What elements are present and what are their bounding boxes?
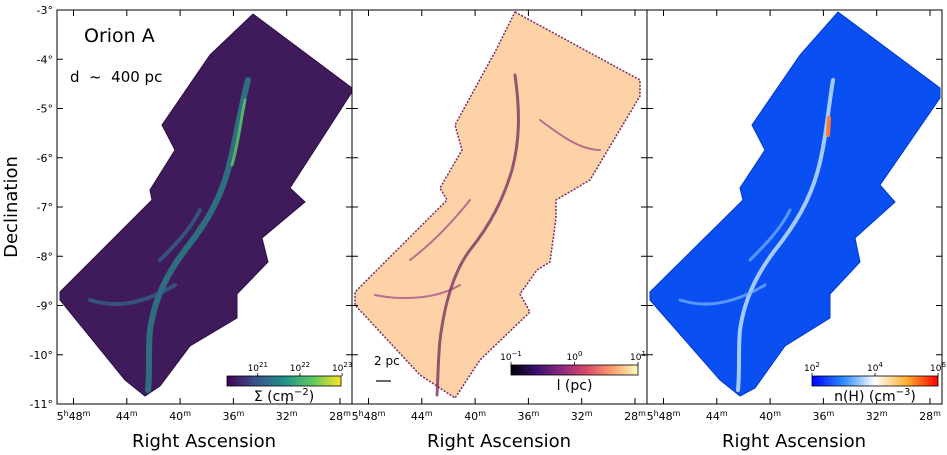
x-tick-label: 5h48m (352, 409, 386, 423)
x-tick-label: 36m (518, 409, 540, 423)
panel-1-sigma-map (59, 13, 352, 397)
x-tick-label: 44m (706, 409, 728, 423)
x-axis-title-panel-1: Right Ascension (132, 431, 276, 452)
colorbar-tick-label: 1021 (248, 361, 268, 374)
filament-panel-1 (145, 77, 251, 393)
x-tick-label: 44m (411, 409, 433, 423)
y-tick-label: -8° (37, 250, 53, 263)
filament-core-panel-1 (230, 98, 247, 167)
x-tick-label: 5h48m (647, 409, 681, 423)
y-tick-label: -10° (30, 349, 53, 362)
x-tick-label: 36m (813, 409, 835, 423)
colorbar-tick-label: 1022 (290, 361, 310, 374)
x-axis-title-panel-2: Right Ascension (427, 431, 571, 452)
colorbar-label-1: Σ (cm−2) (254, 387, 314, 405)
x-axis-title-panel-3: Right Ascension (722, 431, 866, 452)
y-tick-label: -3° (37, 4, 53, 17)
colorbar-3 (811, 375, 939, 387)
colorbar-1 (226, 375, 342, 387)
x-tick-label: 40m (464, 409, 486, 423)
x-tick-label: 28m (624, 409, 646, 423)
y-tick-label: -4° (37, 53, 53, 66)
colorbar-tick-label: 104 (867, 361, 883, 374)
y-tick-label: -7° (37, 201, 53, 214)
x-tick-label: 36m (223, 409, 245, 423)
colorbar-tick-label: 100 (567, 350, 583, 363)
y-tick-label: -9° (37, 300, 53, 313)
scalebar-label: 2 pc (374, 354, 400, 368)
y-tick-label: -6° (37, 152, 53, 165)
x-tick-label: 40m (169, 409, 191, 423)
y-axis-title: Declination (1, 156, 22, 258)
y-tick-label: -5° (37, 103, 53, 116)
filament-panel-2 (435, 73, 520, 397)
panel-3-density-map (649, 11, 941, 397)
colorbar-label-2: l (pc) (557, 378, 593, 394)
tick-marks (57, 9, 942, 405)
x-tick-label: 44m (116, 409, 138, 423)
map-region-panel-3 (649, 11, 941, 397)
filament-branch-panel-1 (88, 208, 202, 307)
colorbar-tick-label: 1023 (332, 361, 352, 374)
colorbar-2 (510, 364, 639, 376)
x-tick-labels: 5h48m 44m 40m 36m 32m 28m 5h48m 44m 40m 36m 32m 28m… (57, 409, 942, 423)
y-tick-label: -11° (30, 398, 53, 411)
y-tick-labels: -3° -4° -5° -6° -7° -8° -9° -10° -11° (30, 4, 53, 411)
panel-2-length-map (354, 10, 641, 400)
x-tick-label: 32m (571, 409, 593, 423)
region-label: Orion A (84, 25, 155, 47)
filament-hotspot-panel-3 (826, 116, 831, 137)
colorbar-label-3: n(H) (cm−3) (834, 387, 916, 405)
colorbar-tick-label: 106 (930, 361, 946, 374)
x-tick-label: 28m (329, 409, 351, 423)
distance-label: d ~ 400 pc (70, 68, 162, 86)
colorbar-tick-label: 10−1 (500, 350, 522, 363)
colorbars: 1021 1022 1023 Σ (cm−2) 10−1 100 101 l (pc) 102 1… (226, 350, 946, 405)
x-tick-label: 40m (759, 409, 781, 423)
filament-panel-3 (736, 78, 835, 392)
filament-branch-panel-3 (678, 208, 792, 306)
colorbar-tick-label: 102 (804, 361, 820, 374)
colorbar-tick-label: 101 (630, 350, 646, 363)
x-tick-label: 32m (866, 409, 888, 423)
x-tick-label: 32m (276, 409, 298, 423)
x-tick-label: 28m (919, 409, 941, 423)
x-tick-label: 5h48m (57, 409, 91, 423)
filament-branch-panel-2 (374, 119, 601, 299)
